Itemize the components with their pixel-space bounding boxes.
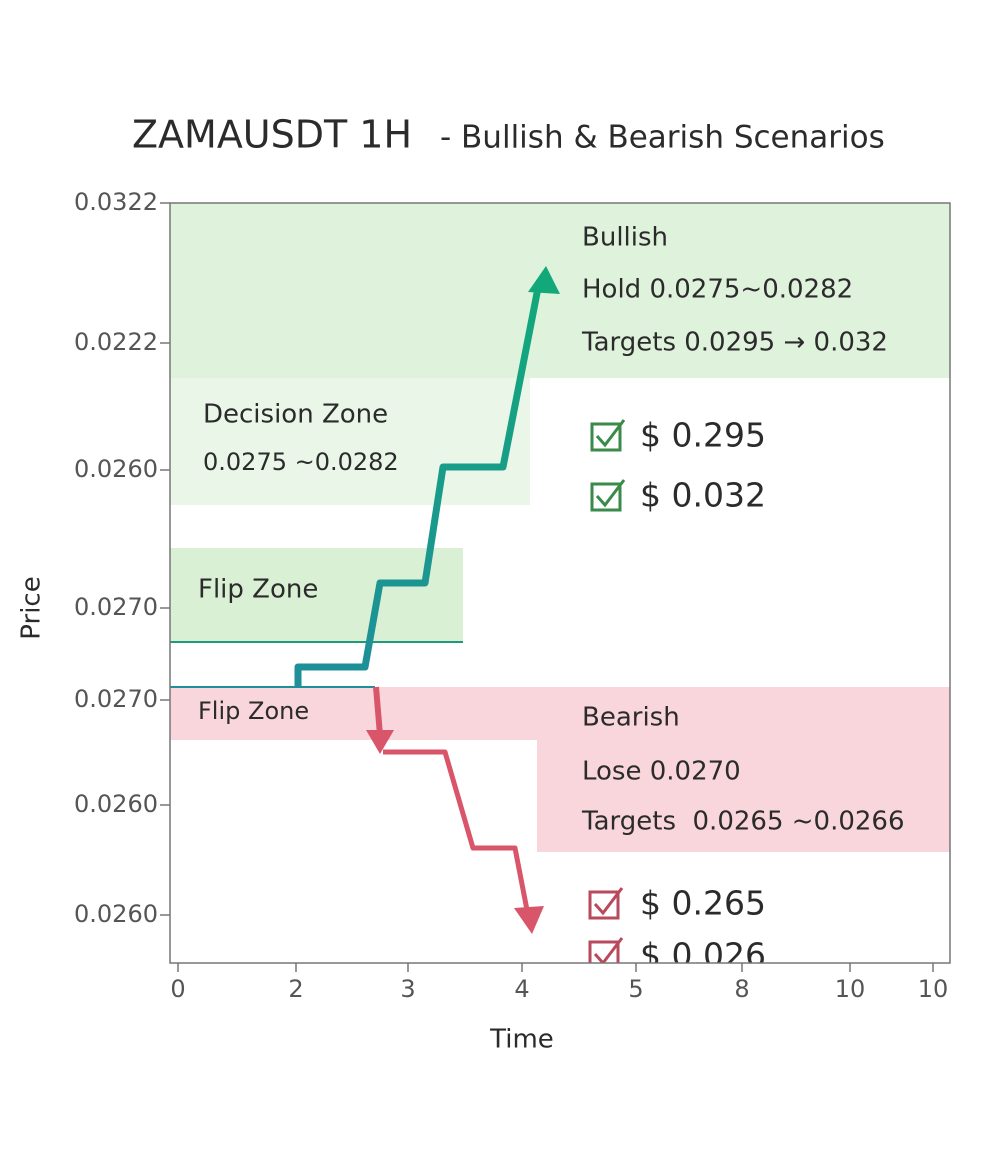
bearish-heading: Bearish — [582, 703, 680, 733]
title-main: ZAMAUSDT 1H — [132, 113, 412, 157]
decision-range: 0.0275 ~0.0282 — [203, 448, 399, 476]
y-tick-label: 0.0270 — [74, 685, 158, 713]
x-axis-label: Time — [489, 1025, 554, 1055]
bullish-arrowhead — [528, 266, 560, 294]
decision-label: Decision Zone — [203, 400, 388, 430]
bullish-check-2: $ 0.032 — [640, 476, 766, 515]
x-tick-label: 3 — [400, 975, 415, 1003]
bearish-path — [383, 749, 530, 911]
flip-label-lower: Flip Zone — [198, 697, 309, 725]
plot-frame — [169, 202, 951, 964]
bearish-zone — [537, 740, 950, 852]
bullish-check-1: $ 0.295 — [640, 416, 766, 455]
bearish-drop — [373, 686, 383, 736]
y-tick-label: 0.0222 — [74, 328, 158, 356]
check-icon — [590, 479, 626, 512]
decision-zone — [170, 378, 530, 505]
bearish-targets: Targets 0.0265 ~0.0266 — [581, 807, 905, 837]
bullish-zone — [170, 203, 950, 378]
bullish-targets: Targets 0.0295 → 0.032 — [581, 328, 888, 358]
plot-area: Bullish Hold 0.0275~0.0282 Targets 0.029… — [170, 203, 950, 975]
x-tick-label: 0 — [170, 975, 185, 1003]
x-tick-label: 4 — [514, 975, 529, 1003]
bullish-path — [294, 287, 542, 687]
check-icon — [588, 937, 624, 963]
x-tick-label: 5 — [628, 975, 643, 1003]
flip-zone-lower — [170, 687, 950, 740]
bearish-arrowhead-2 — [514, 906, 544, 934]
bearish-lose: Lose 0.0270 — [582, 757, 741, 787]
x-tick-label: 8 — [734, 975, 749, 1003]
bullish-heading: Bullish — [582, 223, 668, 253]
flip-label-upper: Flip Zone — [198, 575, 318, 605]
title-sub: - Bullish & Bearish Scenarios — [440, 120, 885, 156]
x-axis: 0 2 3 4 5 8 10 10 — [170, 963, 948, 1003]
bearish-check-1: $ 0.265 — [640, 884, 766, 923]
bearish-check-2: $ 0.026 — [640, 936, 766, 975]
y-tick-label: 0.0322 — [74, 188, 158, 216]
y-tick-label: 0.0260 — [74, 790, 158, 818]
flip-zone-upper — [170, 548, 463, 643]
check-icon — [590, 419, 626, 452]
x-tick-label: 2 — [288, 975, 303, 1003]
bullish-hold: Hold 0.0275~0.0282 — [582, 275, 853, 305]
y-tick-label: 0.0260 — [74, 455, 158, 483]
x-tick-label: 10 — [835, 975, 866, 1003]
x-tick-label: 10 — [918, 975, 949, 1003]
y-axis: 0.0322 0.0222 0.0260 0.0270 0.0270 0.0260 0.02… — [74, 188, 170, 928]
y-tick-label: 0.0260 — [74, 900, 158, 928]
check-icon — [588, 887, 624, 920]
y-tick-label: 0.0270 — [74, 593, 158, 621]
bearish-arrowhead-1 — [366, 730, 394, 754]
y-axis-label: Price — [17, 576, 47, 639]
